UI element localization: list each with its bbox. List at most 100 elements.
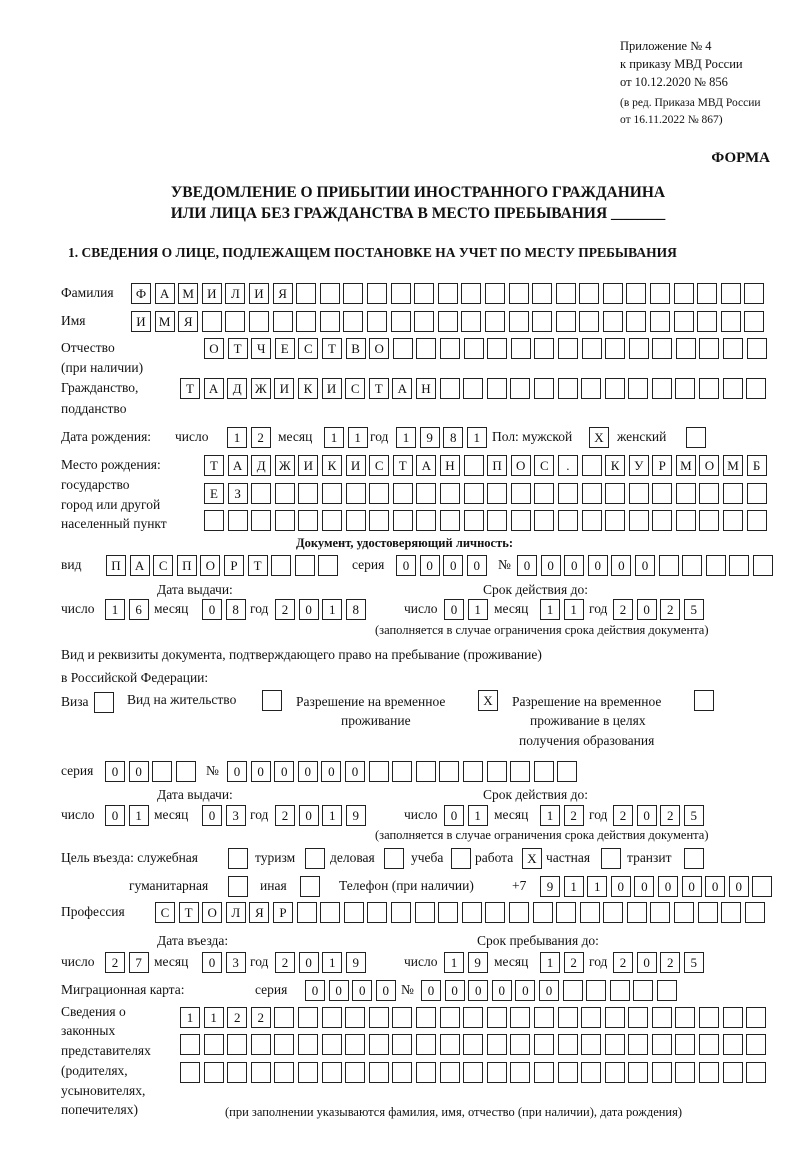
char-cell[interactable]: 9: [540, 876, 560, 897]
char-cell[interactable]: [628, 338, 649, 359]
char-cell[interactable]: [227, 510, 248, 531]
char-cell[interactable]: Р: [223, 555, 244, 576]
char-cell[interactable]: Н: [415, 378, 436, 399]
char-cell[interactable]: М: [154, 311, 175, 332]
char-cell[interactable]: Т: [247, 555, 268, 576]
char-cell[interactable]: [484, 283, 505, 304]
char-cell[interactable]: [555, 283, 576, 304]
char-cell[interactable]: [204, 510, 224, 531]
char-cell[interactable]: [414, 283, 435, 304]
char-cell[interactable]: [699, 1007, 720, 1028]
char-cell[interactable]: 2: [275, 599, 295, 620]
char-cell[interactable]: 0: [538, 980, 559, 1001]
char-cell[interactable]: [271, 555, 292, 576]
char-cell[interactable]: [508, 283, 529, 304]
char-cell[interactable]: С: [345, 378, 366, 399]
char-cell[interactable]: 0: [564, 555, 585, 576]
char-cell[interactable]: [368, 1007, 389, 1028]
char-cell[interactable]: [626, 283, 647, 304]
char-cell[interactable]: Ч: [251, 338, 272, 359]
char-cell[interactable]: [579, 902, 600, 923]
char-cell[interactable]: Т: [227, 338, 248, 359]
char-cell[interactable]: [439, 483, 460, 504]
char-cell[interactable]: [384, 848, 404, 869]
char-cell[interactable]: 0: [202, 805, 222, 826]
char-cell[interactable]: 1: [467, 599, 488, 620]
char-cell[interactable]: [251, 510, 272, 531]
char-cell[interactable]: 0: [515, 980, 536, 1001]
char-cell[interactable]: И: [131, 311, 151, 332]
char-cell[interactable]: [201, 311, 222, 332]
char-cell[interactable]: X: [478, 690, 498, 711]
char-cell[interactable]: .: [557, 455, 578, 476]
char-cell[interactable]: [673, 311, 694, 332]
char-cell[interactable]: В: [345, 338, 366, 359]
sex-female-checkbox[interactable]: [686, 427, 706, 448]
char-cell[interactable]: [486, 1062, 507, 1083]
char-cell[interactable]: [366, 311, 387, 332]
char-cell[interactable]: [319, 311, 340, 332]
char-cell[interactable]: [699, 1034, 720, 1055]
char-cell[interactable]: [392, 510, 413, 531]
char-cell[interactable]: 2: [250, 1007, 271, 1028]
char-cell[interactable]: Я: [249, 902, 270, 923]
char-cell[interactable]: 0: [443, 555, 464, 576]
char-cell[interactable]: X: [522, 848, 542, 869]
char-cell[interactable]: [461, 902, 482, 923]
char-cell[interactable]: [697, 311, 718, 332]
purpose-study-checkbox[interactable]: [451, 848, 471, 869]
char-cell[interactable]: [533, 1062, 554, 1083]
char-cell[interactable]: 2: [563, 805, 584, 826]
char-cell[interactable]: [508, 311, 529, 332]
char-cell[interactable]: 2: [660, 952, 681, 973]
char-cell[interactable]: 0: [419, 555, 440, 576]
char-cell[interactable]: 5: [683, 599, 704, 620]
char-cell[interactable]: [534, 483, 555, 504]
char-cell[interactable]: Н: [439, 455, 460, 476]
char-cell[interactable]: [675, 1062, 696, 1083]
char-cell[interactable]: [605, 338, 626, 359]
char-cell[interactable]: 0: [705, 876, 726, 897]
char-cell[interactable]: К: [321, 455, 342, 476]
char-cell[interactable]: [414, 311, 435, 332]
char-cell[interactable]: [723, 510, 744, 531]
char-cell[interactable]: Я: [178, 311, 199, 332]
char-cell[interactable]: [628, 510, 649, 531]
char-cell[interactable]: [463, 510, 484, 531]
char-cell[interactable]: [487, 483, 508, 504]
char-cell[interactable]: [416, 338, 437, 359]
char-cell[interactable]: 0: [517, 555, 537, 576]
visa-checkbox[interactable]: [94, 692, 114, 713]
char-cell[interactable]: [609, 980, 630, 1001]
char-cell[interactable]: [605, 483, 626, 504]
char-cell[interactable]: 0: [491, 980, 512, 1001]
char-cell[interactable]: 5: [683, 805, 704, 826]
purpose-tourism-checkbox[interactable]: [305, 848, 325, 869]
char-cell[interactable]: 1: [322, 599, 343, 620]
char-cell[interactable]: [626, 902, 647, 923]
char-cell[interactable]: Т: [368, 378, 389, 399]
char-cell[interactable]: 1: [203, 1007, 224, 1028]
char-cell[interactable]: 1: [444, 952, 464, 973]
char-cell[interactable]: Р: [652, 455, 673, 476]
char-cell[interactable]: [699, 510, 720, 531]
char-cell[interactable]: [274, 1062, 295, 1083]
char-cell[interactable]: С: [534, 455, 555, 476]
char-cell[interactable]: [415, 1062, 436, 1083]
char-cell[interactable]: 6: [128, 599, 149, 620]
char-cell[interactable]: 0: [444, 805, 464, 826]
char-cell[interactable]: [650, 311, 671, 332]
char-cell[interactable]: [651, 1034, 672, 1055]
char-cell[interactable]: Т: [321, 338, 342, 359]
